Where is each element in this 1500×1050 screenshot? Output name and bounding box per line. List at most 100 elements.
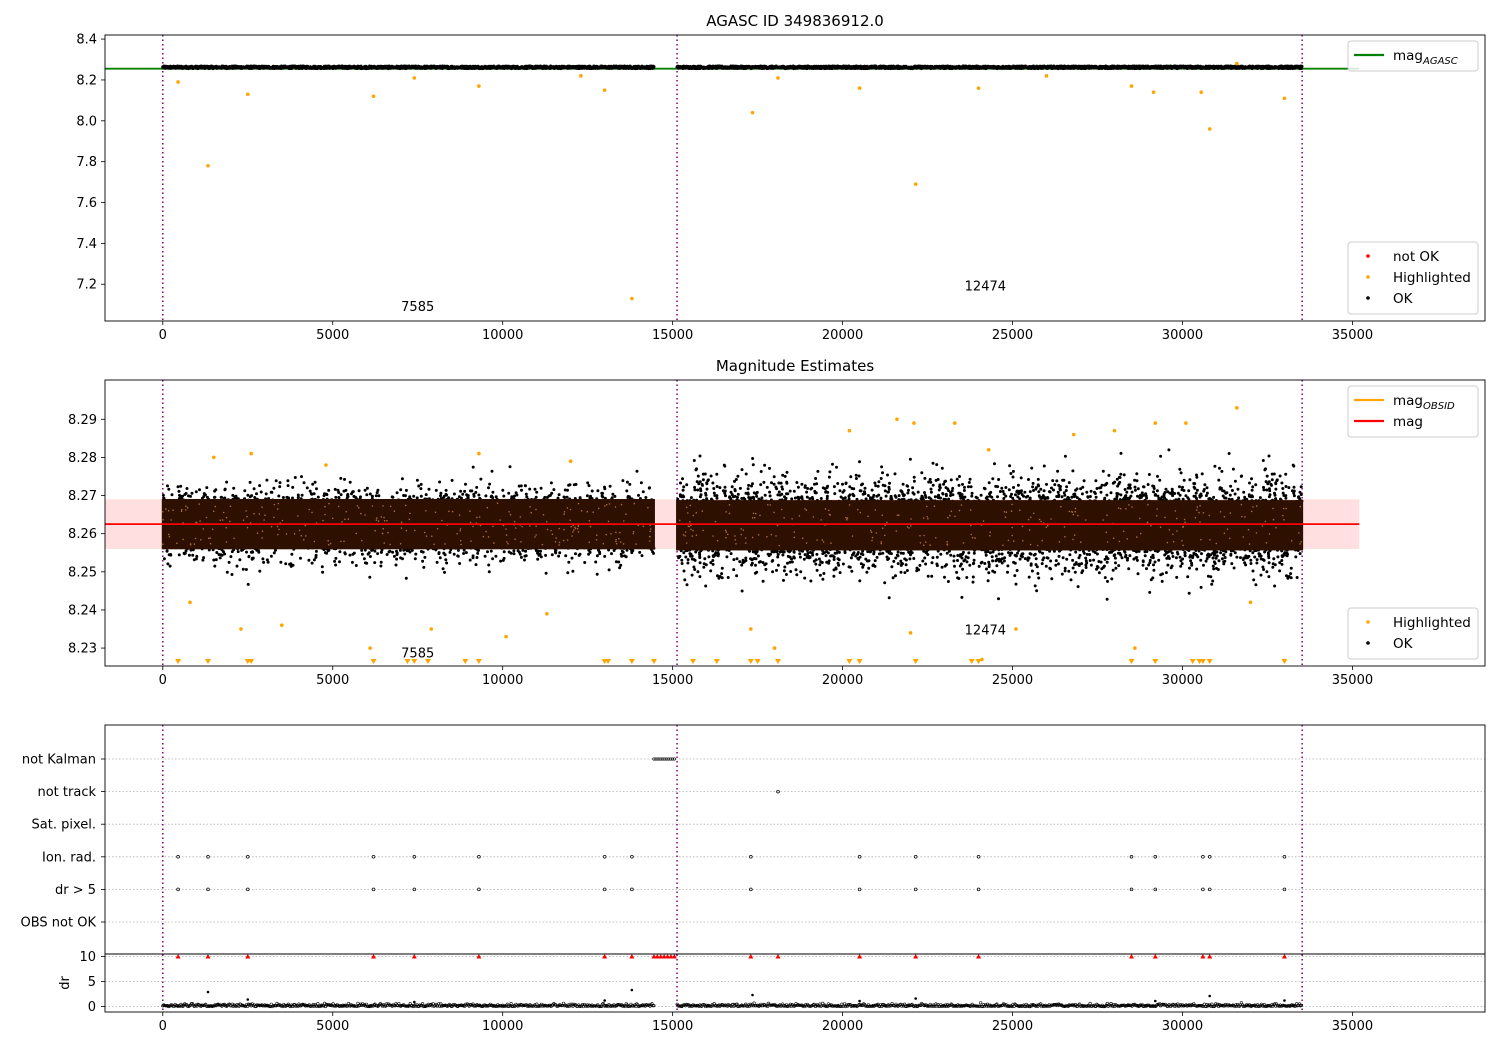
flag-point	[477, 887, 481, 892]
highlighted-point	[1184, 421, 1188, 425]
highlighted-point	[1153, 421, 1158, 425]
x-tick-label: 10000	[482, 673, 523, 688]
dr-clipped-marker	[602, 954, 608, 959]
flag-points	[176, 757, 1287, 892]
highlighted-point	[1044, 74, 1049, 78]
legend-label-main: mag	[1393, 393, 1423, 409]
dr-clipped-marker	[175, 954, 181, 959]
y-tick-label: 8.4	[76, 33, 97, 48]
clipped-marker	[204, 659, 211, 664]
plot-frame	[104, 379, 1486, 667]
dr-tick-label: 5	[88, 975, 96, 990]
x-tick-label: 35000	[1332, 673, 1373, 688]
legend-box	[1347, 607, 1479, 660]
y-tick-label: 8.26	[68, 527, 97, 542]
flag-row-label: OBS not OK	[21, 916, 97, 931]
y-tick-label: 8.23	[68, 642, 97, 657]
flag-point	[913, 887, 918, 892]
plot-frame	[104, 34, 1486, 322]
highlighted-point	[1207, 127, 1212, 131]
legend-label: Highlighted	[1393, 615, 1471, 631]
highlighted-point	[1014, 627, 1018, 631]
dr-tick-label: 0	[88, 1000, 96, 1015]
highlighted-point	[412, 76, 417, 80]
dr-clipped-marker	[651, 954, 657, 959]
y-tick-label: 8.0	[76, 114, 97, 129]
clipped-marker	[370, 659, 377, 664]
plot-frame	[104, 724, 1486, 1013]
highlighted-point	[750, 110, 755, 115]
dr-axis-label: dr	[58, 976, 73, 990]
legend-label-main: not OK	[1393, 249, 1440, 265]
flag-point	[371, 887, 376, 892]
flag-point	[246, 855, 250, 859]
dr-clipped-marker	[661, 954, 667, 959]
flag-point	[602, 887, 607, 892]
dr-clipped-marker	[411, 954, 417, 959]
highlighted-point	[504, 634, 508, 639]
clipped-marker	[975, 659, 982, 664]
dr-clipped-marker	[1200, 954, 1206, 959]
highlighted-point	[1235, 61, 1239, 66]
dr-points	[161, 1001, 1304, 1009]
highlighted-point	[188, 600, 192, 605]
dr-clipped-marker	[665, 954, 671, 959]
flag-point	[749, 855, 753, 859]
flag-point	[206, 887, 210, 892]
legend-box	[1347, 385, 1479, 438]
dr-spike-point	[246, 998, 250, 1001]
flag-point	[630, 855, 634, 859]
flag-point	[246, 887, 250, 892]
highlighted-point	[1235, 406, 1239, 410]
clipped-marker	[1206, 659, 1213, 664]
flag-point	[857, 887, 862, 892]
flag-point	[1207, 887, 1212, 892]
obsid-label: 7585	[401, 300, 434, 315]
dr-clipped	[175, 954, 1287, 959]
x-tick-label: 15000	[652, 1019, 693, 1034]
dr-clipped-marker	[1281, 954, 1287, 959]
x-tick-label: 30000	[1162, 1019, 1203, 1034]
flag-point	[666, 757, 670, 761]
dr-clipped-marker	[205, 954, 211, 959]
highlighted-point	[1248, 600, 1253, 605]
legend-label-subscript: OBSID	[1423, 401, 1455, 412]
flag-point	[668, 757, 672, 761]
highlighted-point	[749, 627, 753, 631]
legend-label: magOBSID	[1393, 393, 1455, 412]
highlighted-point	[1282, 96, 1287, 101]
x-tick-label: 20000	[822, 673, 863, 688]
dr-clipped-marker	[654, 954, 660, 959]
flag-row-label: dr > 5	[55, 883, 96, 898]
flag-point	[976, 887, 981, 892]
highlighted-point	[245, 92, 250, 97]
highlighted-point	[857, 86, 862, 90]
y-axis-1: 8.23 8.24 8.25 8.26 8.27 8.28 8.29	[68, 413, 105, 657]
dr-spike-point	[1208, 994, 1211, 998]
legend-label: OK	[1393, 291, 1414, 307]
highlighted-point	[630, 296, 634, 301]
flag-point	[1129, 887, 1134, 892]
highlighted-point	[176, 80, 180, 84]
flag-point	[412, 887, 417, 892]
highlighted-point	[776, 76, 780, 80]
y-tick-label: 8.25	[68, 565, 97, 580]
x-tick-label: 5000	[316, 673, 349, 688]
flag-point	[749, 887, 753, 892]
clipped-marker	[775, 659, 782, 664]
flag-point	[412, 855, 417, 859]
highlighted-point	[545, 611, 549, 616]
flag-point	[660, 757, 664, 761]
obsid-label: 12474	[965, 279, 1006, 294]
highlighted-points-1	[188, 406, 1253, 662]
x-tick-label: 30000	[1162, 328, 1203, 343]
clipped-marker	[846, 659, 853, 664]
y-tick-label: 7.6	[76, 196, 97, 211]
dr-spike-point	[858, 999, 861, 1003]
highlighted-point	[908, 631, 913, 635]
flag-point	[176, 855, 180, 859]
highlighted-point	[980, 657, 984, 662]
flag-point	[662, 757, 666, 761]
flag-row-label: not Kalman	[22, 753, 96, 768]
flag-point	[1282, 855, 1287, 859]
